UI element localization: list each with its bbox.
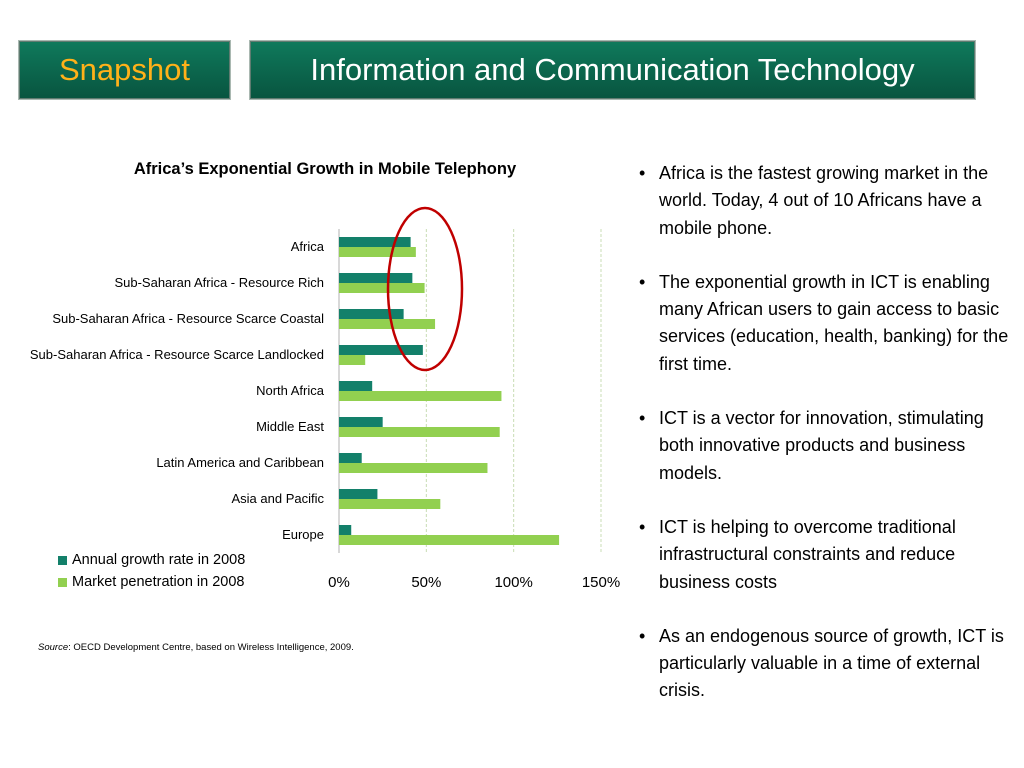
source-note: Source: OECD Development Centre, based o…	[38, 642, 354, 653]
bar-annual-growth	[339, 273, 413, 283]
legend-item-market-penetration: Market penetration in 2008	[58, 571, 245, 593]
category-label: Latin America and Caribbean	[156, 455, 324, 470]
chart-title: Africa’s Exponential Growth in Mobile Te…	[133, 160, 517, 178]
bar-annual-growth	[339, 345, 423, 355]
bullet-item: The exponential growth in ICT is enablin…	[636, 269, 1016, 378]
bar-market-penetration	[339, 535, 560, 545]
bar-annual-growth	[339, 417, 383, 427]
bar-annual-growth	[339, 453, 362, 463]
category-label: Middle East	[256, 419, 324, 434]
category-label: Sub-Saharan Africa - Resource Rich	[114, 275, 324, 290]
bar-market-penetration	[339, 355, 366, 365]
bar-market-penetration	[339, 247, 416, 257]
category-label: Africa	[291, 239, 325, 254]
legend-swatch-market-penetration	[58, 577, 67, 587]
legend-item-annual-growth: Annual growth rate in 2008	[58, 549, 245, 571]
legend-label-annual-growth: Annual growth rate in 2008	[72, 552, 246, 568]
bar-market-penetration	[339, 283, 425, 293]
bullet-item: ICT is a vector for innovation, stimulat…	[636, 405, 1016, 487]
slide-title-banner: Information and Communication Technology	[249, 40, 976, 100]
category-label: North Africa	[256, 383, 325, 398]
category-label: Asia and Pacific	[232, 491, 325, 506]
bullet-list: Africa is the fastest growing market in …	[636, 160, 1016, 732]
bullet-item: ICT is helping to overcome traditional i…	[636, 514, 1016, 596]
source-label: Source	[38, 642, 69, 653]
snapshot-banner: Snapshot	[18, 40, 231, 100]
bar-market-penetration	[339, 499, 441, 509]
legend-label-market-penetration: Market penetration in 2008	[72, 574, 245, 590]
x-tick-label: 50%	[411, 574, 441, 591]
x-tick-label: 150%	[582, 574, 620, 591]
bar-annual-growth	[339, 489, 378, 499]
source-text: : OECD Development Centre, based on Wire…	[68, 642, 354, 653]
x-tick-label: 100%	[494, 574, 532, 591]
x-tick-label: 0%	[328, 574, 350, 591]
slide-title: Information and Communication Technology	[310, 52, 915, 87]
category-label: Europe	[282, 527, 324, 542]
bar-annual-growth	[339, 237, 411, 247]
category-label: Sub-Saharan Africa - Resource Scarce Lan…	[30, 347, 324, 362]
legend-swatch-annual-growth	[58, 555, 67, 565]
category-label: Sub-Saharan Africa - Resource Scarce Coa…	[52, 311, 324, 326]
bar-market-penetration	[339, 463, 488, 473]
bar-market-penetration	[339, 427, 500, 437]
bar-market-penetration	[339, 319, 436, 329]
bar-chart: Africa Sub-Saharan Africa - Resource Rich…	[30, 206, 620, 591]
bullet-item: As an endogenous source of growth, ICT i…	[636, 623, 1016, 705]
bar-market-penetration	[339, 391, 502, 401]
bar-annual-growth	[339, 381, 373, 391]
highlight-ellipse	[386, 206, 464, 372]
chart-legend: Annual growth rate in 2008 Market penetr…	[58, 549, 245, 593]
bar-annual-growth	[339, 525, 352, 535]
snapshot-label: Snapshot	[59, 52, 190, 87]
bar-annual-growth	[339, 309, 404, 319]
bullet-item: Africa is the fastest growing market in …	[636, 160, 1016, 242]
